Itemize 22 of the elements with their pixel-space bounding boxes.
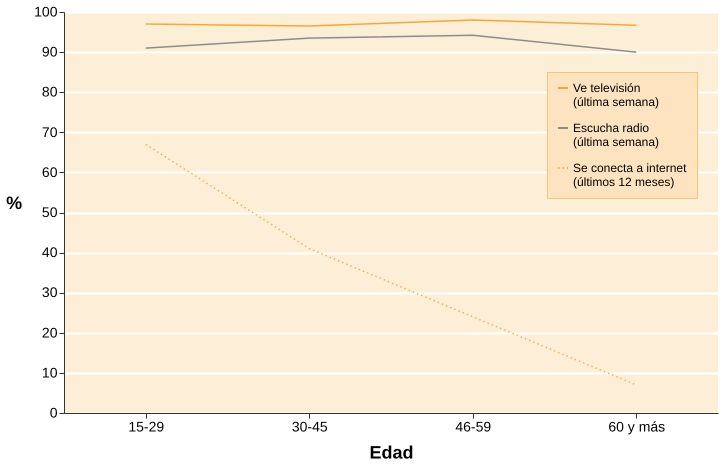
y-tick-label: 90 — [42, 44, 58, 60]
line-series — [145, 34, 637, 53]
y-tick-label: 80 — [42, 84, 58, 100]
legend-label: Se conecta a internet (últimos 12 meses) — [573, 161, 688, 189]
y-tick-label: 60 — [42, 164, 58, 180]
x-axis-title: Edad — [369, 442, 414, 462]
y-tick-label: 20 — [42, 324, 58, 340]
y-tick-label: 50 — [42, 204, 58, 220]
x-tick-label: 15-29 — [128, 418, 164, 434]
x-tick-label: 60 y más — [608, 418, 666, 434]
x-tick-label: 46-59 — [455, 418, 492, 434]
y-tick-label: 10 — [42, 364, 58, 380]
line-series — [145, 19, 637, 27]
x-tick-label: 30-45 — [292, 418, 328, 434]
legend-label: Escucha radio (última semana) — [573, 121, 660, 149]
y-tick-label: 70 — [42, 124, 58, 140]
y-tick-label: 40 — [42, 244, 58, 260]
legend-label: Ve televisión (última semana) — [573, 81, 660, 109]
y-tick-label: 0 — [50, 404, 58, 420]
y-tick-label: 100 — [34, 4, 58, 20]
y-tick-label: 30 — [42, 284, 58, 300]
y-axis-title: % — [6, 193, 22, 213]
